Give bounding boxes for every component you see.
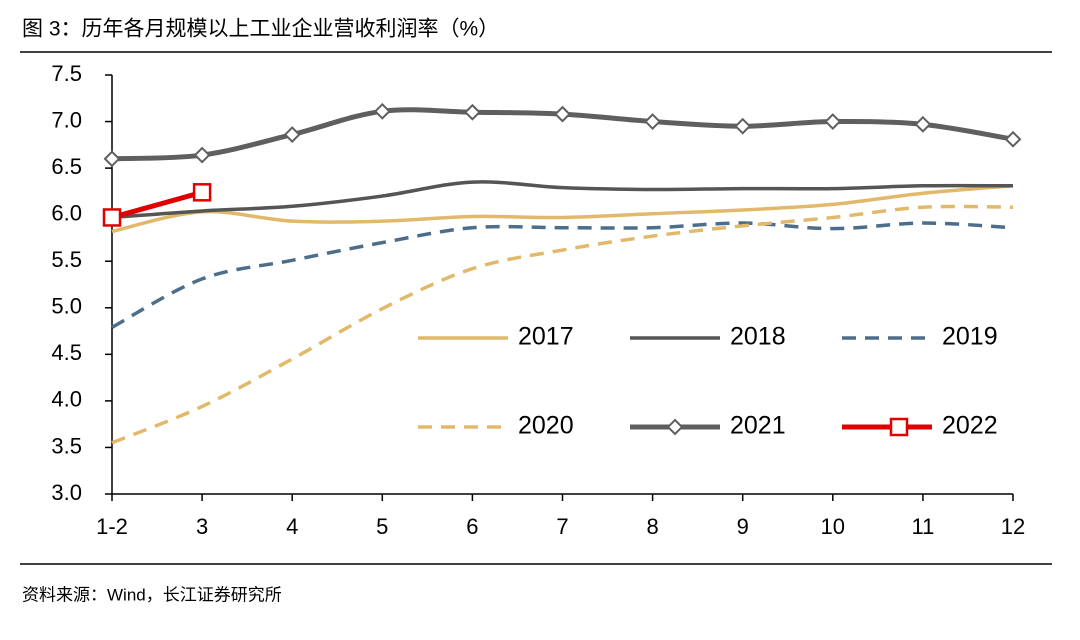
legend-label: 2022 [942,412,998,440]
x-tick-label: 6 [466,514,478,539]
point-marker [914,115,932,133]
chart-title: 图 3：历年各月规模以上工业企业营收利润率（%） [22,18,499,41]
x-tick-label: 11 [911,514,934,539]
x-tick-label: 7 [556,514,568,539]
x-tick-label: 10 [821,514,845,539]
point-marker [644,113,662,130]
y-tick-label: 5.0 [51,294,82,319]
x-tick-label: 4 [286,514,298,539]
y-tick-label: 6.5 [51,154,82,179]
point-marker [373,102,391,120]
point-marker [192,183,212,202]
source: 资料来源：Wind，长江证券研究所 [22,585,282,604]
x-tick-label: 3 [196,514,208,539]
x-tick-label: 9 [737,514,749,539]
y-tick-label: 4.5 [51,340,82,365]
legend-label: 2017 [518,323,574,351]
point-marker [824,113,842,130]
y-tick-label: 7.0 [51,107,82,132]
y-tick-label: 4.0 [51,387,82,412]
point-marker [103,150,121,168]
point-marker [463,103,481,121]
legend-label: 2019 [942,323,998,351]
series-line [111,204,1014,445]
y-tick-label: 5.5 [51,247,82,272]
point-marker [666,418,684,436]
point-marker [1004,130,1022,148]
point-marker [554,105,571,123]
legend-label: 2020 [518,412,574,440]
series-line [111,221,1014,329]
series-line [111,184,1014,234]
point-marker [734,117,752,135]
x-tick-label: 5 [376,514,388,539]
y-tick-label: 3.5 [51,433,82,458]
point-marker [283,126,301,144]
legend-label: 2021 [730,412,786,440]
point-marker [102,208,122,227]
series-line [111,180,1014,220]
point-marker [889,417,909,437]
legend-label: 2018 [730,323,786,351]
x-tick-label: 12 [1001,514,1025,539]
y-tick-label: 6.0 [51,200,82,225]
x-tick-label: 8 [646,514,658,539]
y-tick-label: 7.5 [51,61,82,86]
y-tick-label: 3.0 [51,480,82,505]
point-marker [193,146,211,164]
x-tick-label: 1-2 [96,514,128,539]
